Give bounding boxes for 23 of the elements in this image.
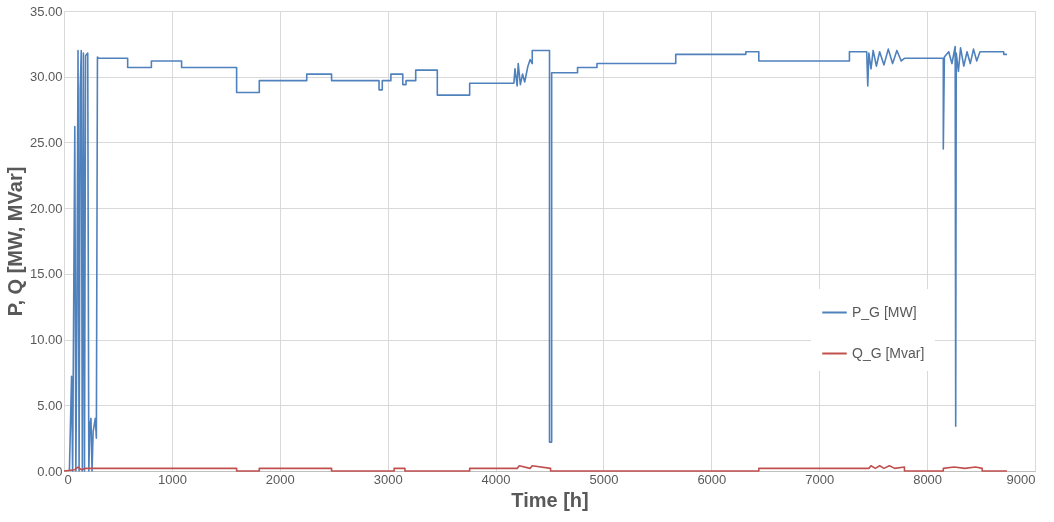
x-tick-label: 0 xyxy=(64,471,72,487)
y-tick-label: 0.00 xyxy=(37,463,63,479)
x-tick-label: 5000 xyxy=(589,471,619,487)
x-tick-label: 8000 xyxy=(913,471,943,487)
y-tick-label: 5.00 xyxy=(37,397,63,413)
x-tick-label: 2000 xyxy=(265,471,295,487)
y-tick-label: 10.00 xyxy=(29,332,63,348)
y-tick-label: 15.00 xyxy=(29,266,63,282)
x-tick-label: 1000 xyxy=(157,471,187,487)
line-series xyxy=(68,45,1008,472)
x-tick-label: 4000 xyxy=(481,471,511,487)
x-tick-label: 3000 xyxy=(373,471,403,487)
legend-label: Q_G [Mvar] xyxy=(852,344,925,361)
y-tick-label: 30.00 xyxy=(29,69,63,85)
y-tick-label: 35.00 xyxy=(29,3,63,19)
x-tick-label: 9000 xyxy=(1006,471,1036,487)
y-axis-title: P, Q [MW, MVar] xyxy=(3,166,26,317)
legend-label: P_G [MW] xyxy=(852,303,917,320)
x-axis-title: Time [h] xyxy=(511,488,589,511)
x-tick-label: 6000 xyxy=(697,471,727,487)
x-tick-label: 7000 xyxy=(805,471,835,487)
y-tick-label: 25.00 xyxy=(29,134,63,150)
y-tick-label: 20.00 xyxy=(29,200,63,216)
